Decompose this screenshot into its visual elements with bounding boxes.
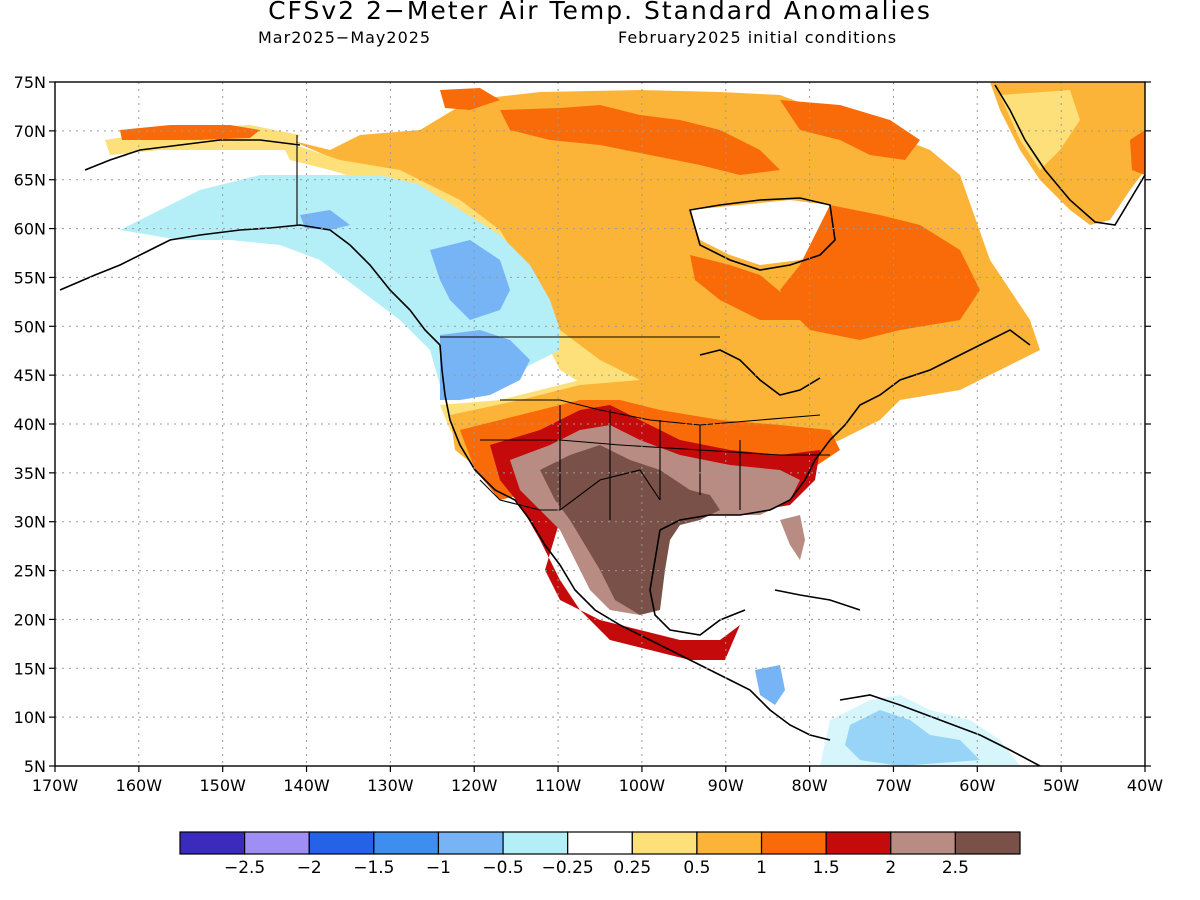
colorbar-label: 2 bbox=[885, 858, 896, 878]
colorbar-label: −2 bbox=[297, 858, 322, 878]
lon-label: 70W bbox=[875, 776, 911, 795]
lat-label: 20N bbox=[14, 610, 46, 629]
field-alaska-cool bbox=[120, 175, 560, 385]
colorbar-label: 0.25 bbox=[613, 858, 651, 878]
longitude-labels: 170W 160W 150W 140W 130W 120W 110W 100W 90W 80W 70… bbox=[32, 776, 1163, 795]
lon-label: 110W bbox=[535, 776, 582, 795]
lat-label: 55N bbox=[14, 268, 46, 287]
lat-label: 25N bbox=[14, 562, 46, 581]
field-arctic-orange-2 bbox=[780, 100, 920, 160]
colorbar bbox=[179, 831, 1021, 855]
axis-ticks bbox=[49, 81, 1151, 772]
colorbar-swatch bbox=[890, 831, 956, 855]
lat-label: 45N bbox=[14, 366, 46, 385]
lon-label: 100W bbox=[619, 776, 666, 795]
lon-label: 150W bbox=[200, 776, 247, 795]
colorbar-swatch bbox=[567, 831, 633, 855]
colorbar-swatch bbox=[631, 831, 698, 855]
field-ca-cool bbox=[755, 665, 785, 705]
field-southwest-core bbox=[540, 445, 720, 615]
lat-label: 50N bbox=[14, 317, 46, 336]
lat-label: 30N bbox=[14, 513, 46, 532]
colorbar-label: 0.5 bbox=[683, 858, 710, 878]
field-greenland-orange bbox=[1130, 130, 1145, 175]
lat-label: 60N bbox=[14, 220, 46, 239]
field-arctic-orange bbox=[500, 105, 780, 175]
field-quebec-orange bbox=[780, 205, 980, 340]
colorbar-label: 2.5 bbox=[942, 858, 969, 878]
lat-label: 5N bbox=[24, 757, 46, 776]
field-bc-cool bbox=[430, 240, 510, 320]
colorbar-labels: −2.5 −2 −1.5 −1 −0.5 −0.25 0.25 0.5 1 1.5 2 2.5 bbox=[224, 858, 969, 878]
borders bbox=[296, 135, 830, 520]
colorbar-swatch bbox=[954, 831, 1021, 855]
colorbar-swatch bbox=[179, 831, 246, 855]
colorbar-swatch bbox=[696, 831, 763, 855]
field-arctic-orange-3 bbox=[440, 88, 500, 110]
lat-label: 15N bbox=[14, 659, 46, 678]
colorbar-swatch bbox=[825, 831, 892, 855]
colorbar-label: −1 bbox=[426, 858, 451, 878]
lon-label: 80W bbox=[792, 776, 828, 795]
field-florida bbox=[780, 515, 805, 560]
lat-label: 65N bbox=[14, 171, 46, 190]
colorbar-swatch bbox=[502, 831, 569, 855]
colorbar-swatch bbox=[437, 831, 504, 855]
field-hudson-white bbox=[690, 200, 830, 265]
map-fields bbox=[55, 82, 1145, 766]
field-canada-warm bbox=[290, 90, 1040, 440]
colorbar-label: −1.5 bbox=[353, 858, 394, 878]
colorbar-label: 1 bbox=[756, 858, 767, 878]
lon-label: 60W bbox=[959, 776, 995, 795]
coastlines bbox=[59, 84, 1145, 766]
colorbar-swatch bbox=[244, 831, 310, 855]
field-alaska-north-orange bbox=[120, 125, 260, 140]
forecast-period: Mar2025−May2025 bbox=[258, 28, 432, 47]
field-pnw-cool bbox=[300, 210, 350, 230]
lat-label: 35N bbox=[14, 464, 46, 483]
field-greenland-light bbox=[1000, 90, 1080, 170]
colorbar-label: −0.5 bbox=[482, 858, 523, 878]
lon-label: 90W bbox=[708, 776, 744, 795]
lon-label: 40W bbox=[1127, 776, 1163, 795]
field-hudson-west-orange bbox=[690, 255, 800, 320]
lon-label: 140W bbox=[283, 776, 330, 795]
colorbar-swatch bbox=[760, 831, 827, 855]
lon-label: 120W bbox=[451, 776, 498, 795]
field-sa-light bbox=[820, 695, 1020, 766]
latitude-labels: 75N 70N 65N 60N 55N 50N 45N 40N 35N 30N 25N 20N 15N 1… bbox=[14, 73, 46, 776]
colorbar-label: −0.25 bbox=[542, 858, 594, 878]
field-wa-cool bbox=[440, 330, 530, 400]
lat-label: 70N bbox=[14, 122, 46, 141]
lat-label: 10N bbox=[14, 708, 46, 727]
colorbar-label: −2.5 bbox=[224, 858, 265, 878]
lon-label: 170W bbox=[32, 776, 79, 795]
lon-label: 160W bbox=[116, 776, 163, 795]
colorbar-label: 1.5 bbox=[813, 858, 840, 878]
lat-label: 40N bbox=[14, 415, 46, 434]
colorbar-swatch bbox=[308, 831, 375, 855]
map-title: CFSv2 2−Meter Air Temp. Standard Anomali… bbox=[268, 0, 932, 25]
lon-label: 50W bbox=[1043, 776, 1079, 795]
colorbar-swatch bbox=[373, 831, 440, 855]
lat-label: 75N bbox=[14, 73, 46, 92]
initial-conditions: February2025 initial conditions bbox=[618, 28, 898, 47]
lon-label: 130W bbox=[367, 776, 414, 795]
